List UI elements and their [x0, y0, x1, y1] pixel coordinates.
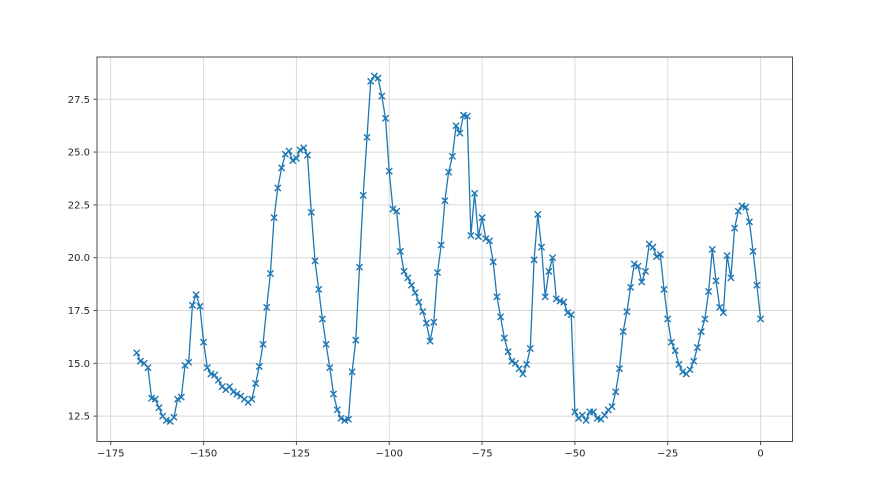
plot-area — [97, 57, 793, 442]
x-tick-label: −175 — [97, 449, 124, 460]
y-tick-label: 27.5 — [68, 95, 90, 106]
y-tick-label: 25.0 — [68, 148, 90, 159]
x-tick-label: −25 — [657, 449, 678, 460]
x-tick-label: −100 — [376, 449, 403, 460]
x-tick-label: −50 — [564, 449, 585, 460]
y-tick-label: 12.5 — [68, 412, 90, 423]
x-tick-label: −150 — [190, 449, 217, 460]
y-tick-label: 20.0 — [68, 253, 90, 264]
x-tick-label: 0 — [757, 449, 763, 460]
y-tick-label: 22.5 — [68, 200, 90, 211]
x-tick-label: −125 — [283, 449, 310, 460]
y-tick-label: 17.5 — [68, 306, 90, 317]
x-tick-label: −75 — [472, 449, 493, 460]
y-tick-label: 15.0 — [68, 359, 90, 370]
data-point-markers — [133, 72, 765, 425]
plot-border — [96, 56, 793, 442]
